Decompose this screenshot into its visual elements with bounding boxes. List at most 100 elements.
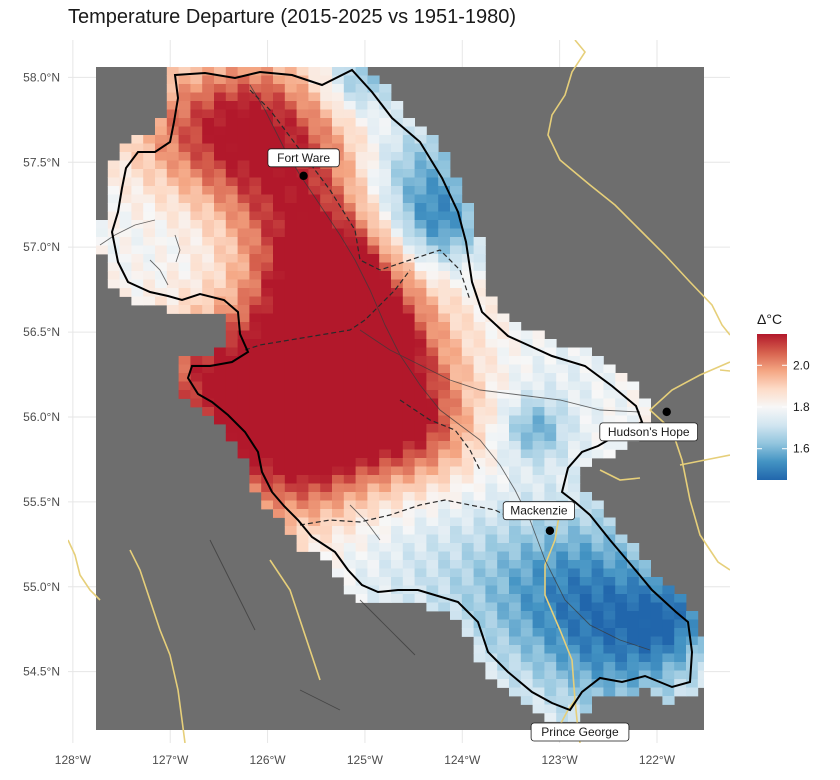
- heat-cell-428: [225, 211, 238, 221]
- heat-cell-1016: [296, 373, 309, 382]
- heat-cell-1166: [261, 407, 274, 416]
- heat-cell-769: [166, 305, 179, 314]
- heat-cell-885: [367, 339, 380, 348]
- heat-cell-1286: [391, 432, 404, 442]
- heat-cell-497: [284, 228, 297, 238]
- heat-cell-1856: [532, 602, 545, 612]
- heat-cell-30: [320, 75, 333, 85]
- heat-cell-1831: [497, 594, 510, 603]
- heat-cell-1845: [662, 594, 675, 603]
- heat-cell-2005: [662, 662, 675, 671]
- heat-cell-1667: [450, 543, 463, 552]
- heat-cell-1776: [485, 577, 498, 586]
- heat-cell-617: [178, 262, 191, 272]
- heat-cell-1076: [556, 381, 569, 391]
- heat-cell-304: [190, 177, 203, 187]
- heat-cell-487: [166, 228, 179, 238]
- heat-cell-370: [261, 194, 274, 204]
- heat-cell-1703: [556, 551, 569, 561]
- river-small-6: [299, 689, 341, 711]
- heat-cell-1730: [568, 560, 581, 569]
- heat-cell-219: [214, 152, 227, 161]
- heat-cell-480: [461, 220, 474, 229]
- heat-cell-419: [119, 211, 132, 221]
- heat-cell-83: [284, 101, 297, 110]
- heat-cell-215: [166, 152, 179, 161]
- heat-cell-1301: [568, 432, 581, 442]
- heat-cell-1971: [485, 653, 498, 663]
- heat-cell-491: [214, 228, 227, 238]
- heat-cell-1314: [320, 441, 333, 450]
- heat-cell-995: [485, 364, 498, 374]
- heat-cell-2049: [544, 687, 557, 697]
- heat-cell-890: [426, 339, 439, 348]
- heat-cell-375: [320, 194, 333, 204]
- heat-cell-1861: [591, 602, 604, 612]
- heat-cell-128: [332, 118, 345, 127]
- heat-cell-510: [438, 228, 451, 238]
- heat-cell-1432: [284, 475, 297, 484]
- heat-cell-262: [379, 160, 392, 170]
- heat-cell-1331: [520, 441, 533, 450]
- heat-cell-1052: [273, 381, 286, 391]
- heat-cell-2064: [556, 696, 569, 705]
- heat-cell-1259: [497, 424, 510, 433]
- heat-cell-1761: [615, 568, 628, 578]
- heat-cell-1866: [650, 602, 663, 612]
- heat-cell-1839: [591, 594, 604, 603]
- heat-cell-1308: [249, 441, 262, 450]
- heat-cell-740: [155, 296, 168, 306]
- heat-cell-398: [237, 203, 250, 212]
- heat-cell-232: [367, 152, 380, 161]
- heat-cell-372: [284, 194, 297, 204]
- heat-cell-1231: [591, 415, 604, 425]
- heat-cell-122: [261, 118, 274, 127]
- heat-cell-1011: [237, 373, 250, 382]
- heat-cell-250: [237, 160, 250, 170]
- heat-cell-1941: [603, 636, 616, 646]
- heat-cell-695: [343, 279, 356, 289]
- heat-cell-4: [214, 67, 227, 76]
- heat-cell-39: [214, 84, 227, 93]
- heat-cell-45: [284, 84, 297, 93]
- heat-cell-5: [225, 67, 238, 76]
- heat-cell-160: [155, 135, 168, 144]
- town-prince-george: Prince George: [530, 722, 630, 742]
- heat-cell-126: [308, 118, 321, 127]
- heat-cell-2073: [544, 713, 557, 722]
- heat-cell-787: [379, 305, 392, 314]
- heat-cell-96: [202, 109, 215, 119]
- heat-cell-814: [426, 313, 439, 323]
- heat-cell-1985: [650, 653, 663, 663]
- heat-cell-1655: [308, 543, 321, 552]
- heat-cell-1819: [355, 594, 368, 603]
- heat-cell-1943: [627, 636, 640, 646]
- heat-cell-239: [107, 160, 120, 170]
- heat-cell-214: [155, 152, 168, 161]
- heat-cell-143: [249, 126, 262, 136]
- heat-cell-1171: [320, 407, 333, 416]
- heat-cell-1938: [568, 636, 581, 646]
- heat-cell-1915: [520, 628, 533, 637]
- heat-cell-842: [473, 322, 486, 331]
- heat-cell-583: [155, 254, 168, 263]
- heat-cell-2013: [532, 670, 545, 680]
- heat-cell-941: [273, 356, 286, 365]
- heat-cell-1129: [273, 398, 286, 408]
- heat-cell-785: [355, 305, 368, 314]
- heat-cell-1150: [520, 398, 533, 408]
- heat-cell-407: [343, 203, 356, 212]
- heat-cell-2060: [686, 687, 699, 697]
- heat-cell-705: [461, 279, 474, 289]
- heat-cell-176: [343, 135, 356, 144]
- heat-cell-53: [379, 84, 392, 93]
- heat-cell-959: [485, 356, 498, 365]
- heat-cell-159: [143, 135, 156, 144]
- heat-cell-69: [343, 92, 356, 102]
- heat-cell-1274: [249, 432, 262, 442]
- heat-cell-404: [308, 203, 321, 212]
- heat-cell-529: [284, 237, 297, 246]
- heat-cell-956: [450, 356, 463, 365]
- heat-cell-362: [166, 194, 179, 204]
- heat-cell-751: [284, 296, 297, 306]
